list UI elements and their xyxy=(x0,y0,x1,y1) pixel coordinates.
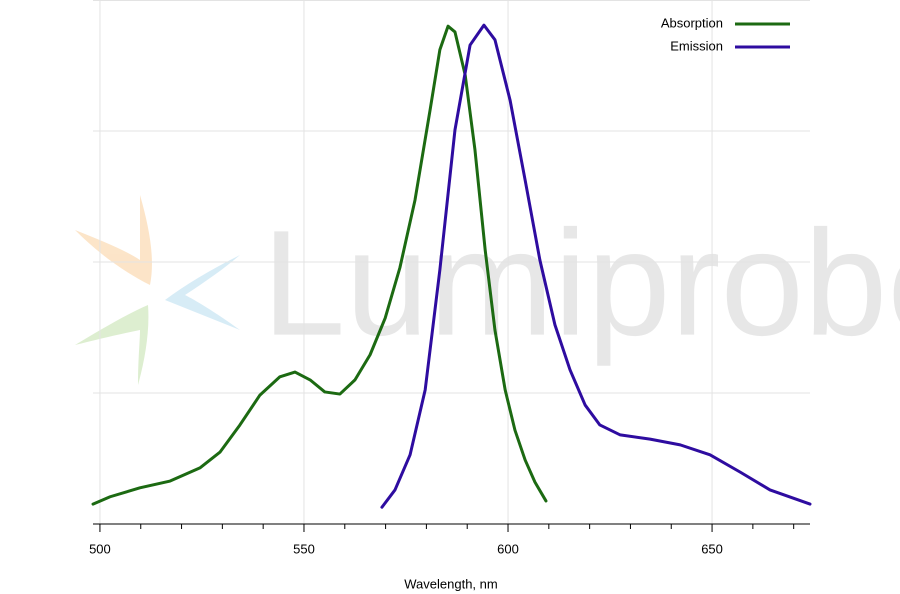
x-tick-label: 500 xyxy=(89,541,111,556)
legend-label: Emission xyxy=(670,38,723,53)
x-tick-label: 550 xyxy=(293,541,315,556)
legend-label: Absorption xyxy=(661,15,723,30)
x-axis-label: Wavelength, nm xyxy=(404,576,497,591)
series-line xyxy=(380,23,812,509)
x-tick-label: 650 xyxy=(701,541,723,556)
watermark: Lumiprobe xyxy=(262,199,900,367)
x-tick-label: 600 xyxy=(497,541,519,556)
series-line xyxy=(91,24,548,506)
